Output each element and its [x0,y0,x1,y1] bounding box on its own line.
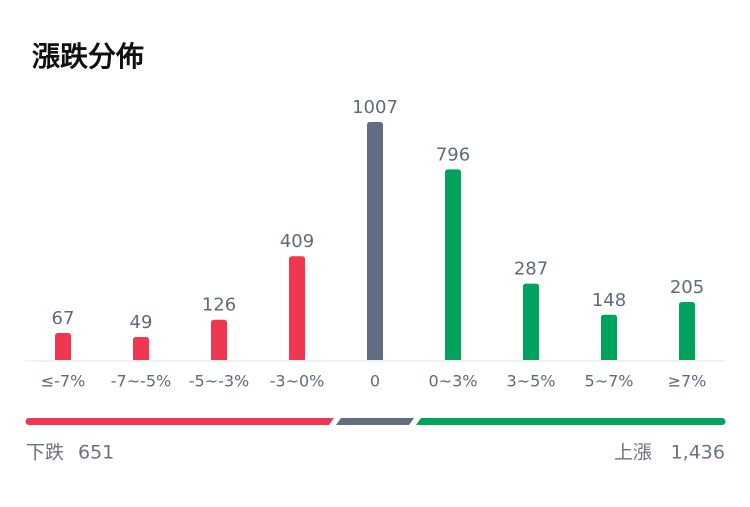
bar [601,314,617,360]
value-label: 148 [592,290,626,311]
bar [445,169,461,360]
split-bar [25,418,726,425]
bar [523,283,539,360]
bar [367,122,383,360]
x-tick-label: 5~7% [585,372,634,391]
x-tick-label: -7~-5% [111,372,172,391]
up-segment [416,418,726,425]
down-label: 下跌 [26,442,64,464]
x-tick-label: ≤-7% [41,372,86,391]
bar [679,301,695,360]
flat-segment [336,418,414,425]
down-value: 651 [78,442,114,464]
value-label: 126 [202,295,236,316]
bar [133,337,149,360]
up-label: 上漲 [614,442,652,464]
bar [211,319,227,360]
value-label: 67 [52,308,75,329]
value-label: 796 [436,144,470,165]
value-label: 409 [280,231,314,252]
x-tick-label: 3~5% [507,372,556,391]
up-value: 1,436 [671,442,725,464]
x-tick-label: -3~0% [270,372,325,391]
chart-title: 漲跌分佈 [32,40,144,73]
x-tick-label: 0~3% [429,372,478,391]
x-tick-label: 0 [370,372,380,391]
bar [289,256,305,360]
bar [55,332,71,360]
x-tick-label: -5~-3% [189,372,250,391]
x-tick-label: ≥7% [668,372,707,391]
down-segment [25,418,335,425]
value-label: 49 [130,312,153,333]
value-label: 287 [514,259,548,280]
value-label: 205 [670,277,704,298]
value-label: 1007 [352,97,398,118]
